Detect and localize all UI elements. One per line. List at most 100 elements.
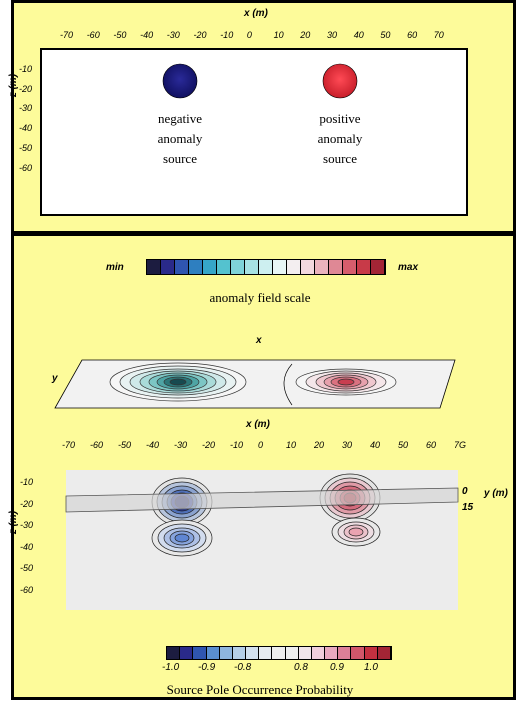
bottom-x-axis-label: x (m) xyxy=(246,419,270,430)
top-x-tick: -40 xyxy=(140,30,154,40)
top-x-axis-label: x (m) xyxy=(244,8,268,19)
top-x-tick: 20 xyxy=(300,30,311,40)
top-x-tick: -20 xyxy=(193,30,207,40)
bottom-z-tick: -10 xyxy=(20,477,34,487)
top-z-tick: -50 xyxy=(19,142,33,153)
probability-scale-swatch xyxy=(351,647,365,659)
bottom-x-tick: -30 xyxy=(174,440,188,450)
top-source-graphics xyxy=(162,63,358,99)
probability-scale-caption: Source Pole Occurrence Probability xyxy=(166,682,354,697)
top-x-tick: 30 xyxy=(327,30,338,40)
field-scale-swatch xyxy=(245,260,259,274)
top-x-tick: -50 xyxy=(113,30,127,40)
bottom-x-tick: -50 xyxy=(118,440,132,450)
top-z-tick: -60 xyxy=(19,162,33,173)
probability-tick: -0.9 xyxy=(198,662,216,673)
bottom-x-tick: 30 xyxy=(342,440,353,450)
field-scale-min-label: min xyxy=(106,262,124,273)
probability-scale-swatch xyxy=(206,647,220,659)
probability-tick: -0.8 xyxy=(234,662,252,673)
top-x-tick: -70 xyxy=(60,30,74,40)
bottom-x-tick: -70 xyxy=(62,440,76,450)
bottom-z-tick: -20 xyxy=(20,498,34,509)
field-scale-swatch xyxy=(315,260,329,274)
field-scale-swatch xyxy=(231,260,245,274)
probability-scale-swatch xyxy=(377,647,391,659)
bottom-x-tick: 40 xyxy=(370,440,381,450)
top-x-tick: -60 xyxy=(86,30,100,40)
negative-source-label-line3: source xyxy=(163,151,197,166)
bottom-x-tick: 50 xyxy=(398,440,409,450)
field-scale-swatch xyxy=(161,260,175,274)
probability-tick: 0.9 xyxy=(330,662,344,673)
bottom-z-tick: -60 xyxy=(20,584,34,595)
field-scale-swatch xyxy=(175,260,189,274)
field-scale-swatch xyxy=(371,260,385,274)
bottom-y-axis-label: y (m) xyxy=(484,488,508,499)
surface-anomaly-map xyxy=(54,359,456,409)
probability-tick: 0.8 xyxy=(294,662,308,673)
probability-tick: 1.0 xyxy=(364,662,378,673)
field-scale-swatch xyxy=(189,260,203,274)
probability-scale-bar xyxy=(166,646,392,660)
surface-y-label: y xyxy=(52,373,58,384)
field-scale-swatch xyxy=(203,260,217,274)
bottom-z-tick: -40 xyxy=(20,541,34,552)
top-source-panel xyxy=(40,48,468,216)
top-x-tick: 0 xyxy=(246,30,252,40)
positive-probability-lower-contour xyxy=(348,527,364,537)
bottom-y-tick-0: 0 xyxy=(462,486,468,497)
top-z-tick: -10 xyxy=(19,64,33,74)
probability-scale-swatch xyxy=(246,647,260,659)
negative-source-label-line2: anomaly xyxy=(157,131,203,146)
top-x-tick: -10 xyxy=(220,30,234,40)
probability-scale-swatch xyxy=(219,647,233,659)
bottom-x-tick: 20 xyxy=(314,440,325,450)
probability-scale-swatch xyxy=(272,647,286,659)
bottom-x-tick: 0 xyxy=(258,440,264,450)
bottom-probability-section xyxy=(65,470,459,610)
top-z-tick: -20 xyxy=(19,83,33,94)
field-scale-swatch xyxy=(217,260,231,274)
probability-scale-swatch xyxy=(167,647,181,659)
field-scale-bar xyxy=(146,259,386,275)
probability-scale-swatch xyxy=(232,647,247,659)
positive-source-label-line2: anomaly xyxy=(317,131,363,146)
probability-scale-swatch xyxy=(338,647,352,659)
top-z-tick: -30 xyxy=(19,103,33,114)
bottom-x-tick: -60 xyxy=(90,440,104,450)
positive-field-contour xyxy=(337,378,355,386)
bottom-x-tick: -20 xyxy=(202,440,216,450)
top-x-tick: 70 xyxy=(433,30,444,40)
panel-divider xyxy=(11,231,516,236)
field-scale-caption: anomaly field scale xyxy=(209,290,311,305)
bottom-x-tick: -10 xyxy=(230,440,244,450)
positive-source-label-line1: positive xyxy=(319,111,361,126)
top-z-tick: -40 xyxy=(19,123,33,134)
bottom-x-tick: -40 xyxy=(146,440,160,450)
field-scale-swatch xyxy=(273,260,287,274)
positive-source-label-line3: source xyxy=(323,151,357,166)
top-x-tick: 50 xyxy=(380,30,391,40)
field-scale-swatch xyxy=(343,260,357,274)
probability-scale-swatch xyxy=(298,647,312,659)
probability-scale-swatch xyxy=(325,647,339,659)
top-x-tick: -30 xyxy=(166,30,180,40)
field-scale-max-label: max xyxy=(398,262,419,273)
top-x-tick: 40 xyxy=(353,30,364,40)
field-scale-swatch xyxy=(147,260,161,274)
top-x-tick: 60 xyxy=(407,30,418,40)
probability-scale-swatch xyxy=(193,647,207,659)
bottom-y-tick-15: 15 xyxy=(462,502,474,513)
probability-scale-swatch xyxy=(285,647,299,659)
bottom-x-tick: 10 xyxy=(286,440,297,450)
surface-x-label: x xyxy=(256,335,262,346)
top-x-tick: 10 xyxy=(273,30,284,40)
field-scale-swatch xyxy=(287,260,301,274)
field-scale-swatch xyxy=(301,260,315,274)
probability-scale-swatch xyxy=(364,647,378,659)
bottom-z-tick: -30 xyxy=(20,520,34,530)
bottom-x-tick: 60 xyxy=(426,440,437,450)
negative-source-label-line1: negative xyxy=(157,111,203,126)
field-scale-swatch xyxy=(329,260,343,274)
